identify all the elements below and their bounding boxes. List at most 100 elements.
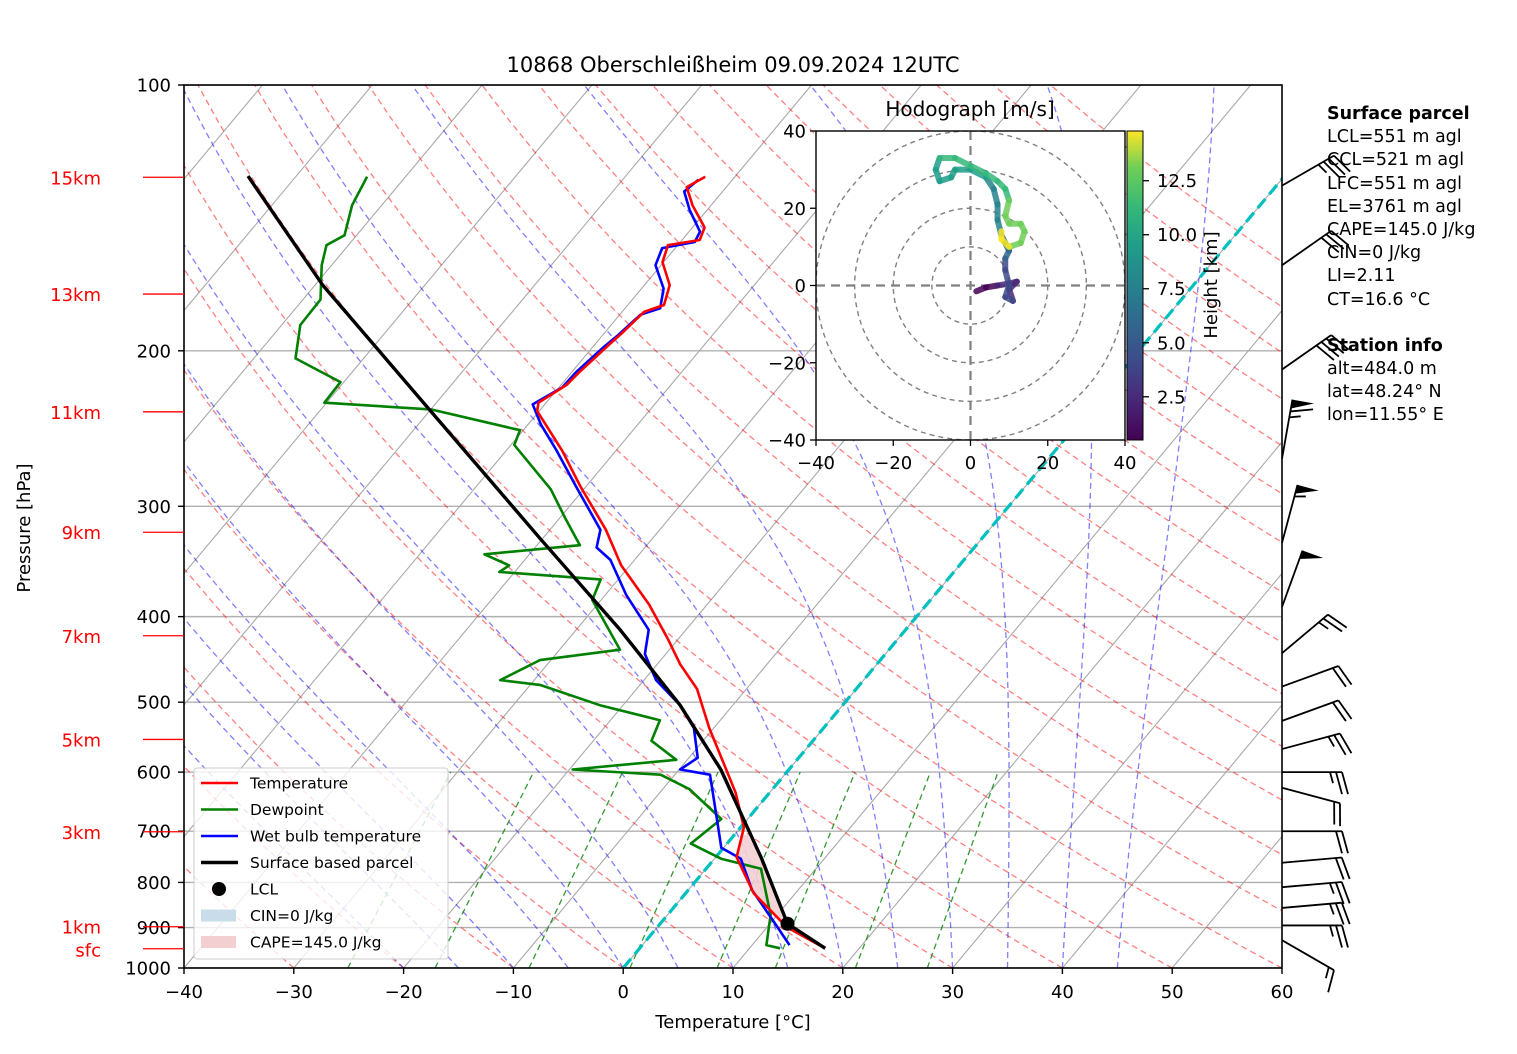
- barb-half: [1328, 882, 1335, 895]
- y-tick-label: 900: [137, 918, 171, 939]
- barb-full: [1330, 230, 1350, 247]
- isotherm: [184, 85, 593, 575]
- isotherm: [732, 309, 1282, 968]
- height-label: 13km: [50, 285, 101, 306]
- dry-adiabat: [424, 85, 1282, 801]
- hodograph-y-tick-label: −20: [768, 353, 806, 374]
- info-panel: Surface parcel LCL=551 m agl CCL=521 m a…: [1327, 103, 1475, 428]
- barb-full: [1322, 617, 1343, 633]
- wind-barb: [1281, 665, 1353, 688]
- dewpoint-line: [294, 176, 781, 950]
- wind-barb: [1281, 732, 1353, 756]
- moist-adiabat: [281, 85, 844, 968]
- legend-swatch: [201, 909, 236, 922]
- barb-flag: [1295, 484, 1319, 494]
- barb-full: [1315, 344, 1335, 361]
- wind-barb: [1281, 334, 1350, 371]
- barb-full: [1337, 699, 1353, 720]
- barb-staff: [1281, 786, 1341, 805]
- barb-half: [1289, 415, 1301, 419]
- barb-full: [1325, 233, 1345, 250]
- station-latitude: lat=48.24° N: [1327, 382, 1442, 403]
- barb-full: [1334, 882, 1345, 905]
- moist-adiabat: [184, 683, 459, 968]
- barb-full: [1340, 881, 1351, 904]
- legend-label: Surface based parcel: [250, 854, 413, 872]
- hodograph: Hodograph [m/s] −40 −20 0 20 40 40 20 0 −20 −40 2…: [768, 97, 1222, 474]
- barb-half: [1324, 966, 1330, 979]
- barb-half: [1317, 163, 1328, 174]
- ct-value: CT=16.6 °C: [1327, 289, 1431, 310]
- isotherm: [184, 85, 483, 443]
- barb-half: [1328, 903, 1335, 915]
- wind-barb: [1281, 613, 1348, 654]
- barb-half: [1327, 736, 1335, 747]
- y-tick-label: 1000: [125, 959, 171, 980]
- wind-barbs: [1281, 154, 1353, 993]
- lcl-marker: [780, 916, 795, 931]
- height-label: 11km: [50, 403, 101, 424]
- barb-full: [1290, 408, 1314, 413]
- y-tick-label: 100: [137, 76, 171, 97]
- moist-adiabat: [184, 617, 514, 968]
- barb-full: [1327, 969, 1335, 993]
- legend-label: CIN=0 J/kg: [250, 907, 333, 925]
- barb-staff: [1281, 939, 1335, 971]
- height-label: sfc: [75, 941, 101, 962]
- barb-full: [1334, 857, 1345, 880]
- hodograph-trace: [932, 155, 1028, 304]
- barb-full: [1341, 925, 1349, 948]
- barb-full: [1325, 337, 1345, 354]
- barb-full: [1335, 771, 1343, 795]
- legend: Temperature Dewpoint Wet bulb temperature S…: [193, 767, 449, 960]
- legend-label: Dewpoint: [250, 801, 324, 819]
- barb-flag: [1299, 550, 1324, 559]
- temperature-axis: −40 −30 −20 −10 0 10 20 30 40 50 60: [165, 968, 1293, 1003]
- height-label: 15km: [50, 168, 101, 189]
- barb-staff: [1281, 665, 1339, 688]
- hodograph-x-tick-label: 20: [1036, 453, 1059, 474]
- surface-parcel-heading: Surface parcel: [1327, 104, 1470, 124]
- wind-barb: [1281, 939, 1335, 993]
- y-tick-label: 600: [137, 763, 171, 784]
- barb-full: [1341, 830, 1349, 854]
- hodograph-y-tick-label: 40: [783, 122, 806, 143]
- x-tick-label: 0: [617, 982, 628, 1003]
- barb-staff: [1281, 856, 1342, 864]
- barb-full: [1332, 701, 1347, 722]
- moist-adiabat: [1116, 85, 1215, 968]
- colorbar-tick-label: 12.5: [1157, 171, 1197, 192]
- barb-staff: [1281, 230, 1332, 266]
- barb-full: [1327, 613, 1348, 629]
- wind-barb: [1281, 484, 1319, 544]
- dry-adiabat: [184, 164, 1063, 968]
- dry-adiabat: [822, 85, 1282, 447]
- legend-label: Temperature: [249, 775, 348, 793]
- barb-full: [1330, 334, 1350, 351]
- barb-staff: [1281, 901, 1342, 909]
- colorbar-tick-label: 7.5: [1157, 279, 1186, 300]
- legend-box: [193, 767, 449, 960]
- barb-full: [1322, 160, 1341, 179]
- hodograph-y-tick-label: 20: [783, 199, 806, 220]
- cin-value: CIN=0 J/kg: [1327, 243, 1422, 264]
- barb-full: [1333, 734, 1347, 756]
- lfc-value: LFC=551 m agl: [1327, 173, 1462, 194]
- height-label: 9km: [62, 523, 101, 544]
- isotherm: [184, 85, 373, 312]
- wind-barb: [1282, 830, 1349, 854]
- wind-barb: [1281, 699, 1353, 722]
- moist-adiabat: [411, 85, 899, 968]
- barb-full: [1337, 665, 1353, 686]
- barb-full: [1340, 902, 1351, 925]
- colorbar-ticks: 2.5 5.0 7.5 10.0 12.5: [1143, 171, 1197, 408]
- dry-adiabat: [765, 85, 1282, 495]
- x-tick-label: 20: [831, 982, 854, 1003]
- mixing-ratio-line: [528, 771, 624, 968]
- mixing-ratio-line: [629, 771, 719, 968]
- isotherm: [952, 572, 1282, 968]
- y-tick-label: 800: [137, 873, 171, 894]
- x-tick-label: 50: [1161, 982, 1184, 1003]
- height-label: 7km: [62, 627, 101, 648]
